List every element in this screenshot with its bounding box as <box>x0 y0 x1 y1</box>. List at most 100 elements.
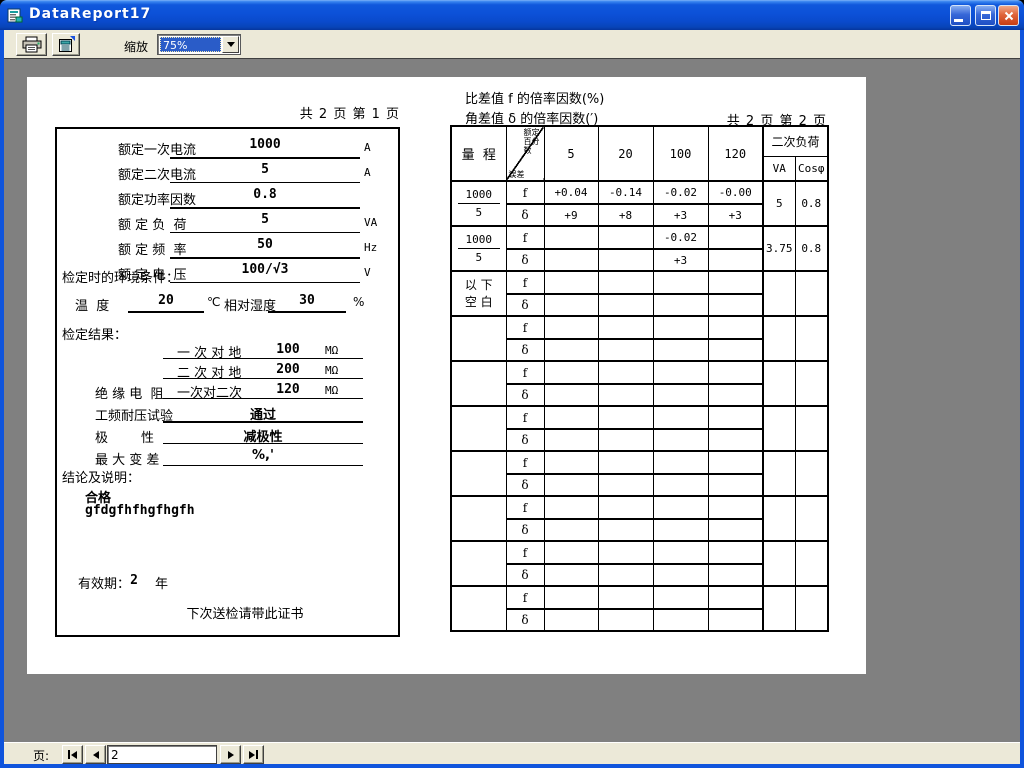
insulation-group: 一 次 对 地 100 MΩ 二 次 对 地 200 MΩ 一次对二次 120 MΩ <box>57 129 398 635</box>
range-cell: 1000 5 <box>450 180 507 227</box>
delta-value-cell <box>543 248 599 272</box>
percent-col-header: 5 <box>543 125 599 182</box>
page-number-input[interactable] <box>107 745 217 764</box>
f-value-cell <box>652 540 709 565</box>
export-icon <box>58 36 75 52</box>
f-row-label: f <box>505 540 545 565</box>
temperature-value: 20 <box>158 293 174 308</box>
delta-value-cell <box>597 473 654 497</box>
field-underline <box>170 182 360 183</box>
range-cell <box>450 450 507 497</box>
rated-field-value: 0.8 <box>253 187 277 202</box>
title-bar[interactable]: DataReport17 <box>0 0 1024 30</box>
cos-cell <box>794 585 829 632</box>
last-page-button[interactable] <box>243 745 264 764</box>
temperature-unit: ℃ <box>207 295 221 309</box>
next-page-icon <box>227 750 234 759</box>
delta-value-cell <box>652 473 709 497</box>
f-value-cell: -0.02 <box>652 180 709 205</box>
f-row-label: f <box>505 360 545 385</box>
zoom-selected-value[interactable]: 75% <box>160 37 221 52</box>
delta-value-cell <box>707 473 764 497</box>
f-value-cell <box>652 360 709 385</box>
cos-cell <box>794 360 829 407</box>
rated-field-value: 5 <box>261 212 269 227</box>
insulation-row-unit: MΩ <box>325 364 339 377</box>
f-value-cell <box>597 270 654 295</box>
conclusion-line: gfdgfhfhgfhgfh <box>85 503 195 518</box>
f-value-cell <box>543 225 599 250</box>
rated-fields-group: 额定一次电流 1000 A 额定二次电流 5 A 额定功率因数 0.8 额 定 负 荷 5 VA 额 … <box>57 129 398 635</box>
delta-value-cell <box>707 338 764 362</box>
maximize-button[interactable] <box>975 5 996 26</box>
insulation-row-label: 一次对二次 <box>177 386 243 401</box>
delta-value-cell <box>543 293 599 317</box>
f-value-cell <box>652 495 709 520</box>
delta-value-cell <box>707 518 764 542</box>
export-button[interactable] <box>52 33 80 56</box>
rated-field-unit: A <box>364 141 371 154</box>
delta-row-label: δ <box>505 428 545 452</box>
delta-value-cell <box>707 293 764 317</box>
va-cell <box>762 585 796 632</box>
delta-value-cell <box>652 428 709 452</box>
f-value-cell <box>652 450 709 475</box>
range-column-header: 量 程 <box>450 125 507 182</box>
va-cell <box>762 450 796 497</box>
delta-value-cell <box>543 428 599 452</box>
delta-value-cell <box>652 608 709 632</box>
cos-cell <box>794 315 829 362</box>
f-value-cell <box>597 405 654 430</box>
f-value-cell <box>707 225 764 250</box>
f-value-cell <box>652 270 709 295</box>
humidity-unit: % <box>353 295 365 309</box>
range-denominator: 5 <box>475 251 483 264</box>
f-row-label: f <box>505 225 545 250</box>
first-page-button[interactable] <box>62 745 83 764</box>
insulation-row-unit: MΩ <box>325 384 339 397</box>
va-cell <box>762 360 796 407</box>
rated-field-value: 1000 <box>249 137 281 152</box>
cos-column-header: Cosφ <box>794 155 829 182</box>
cos-cell: 0.8 <box>794 225 829 272</box>
f-value-cell <box>707 540 764 565</box>
prev-page-icon <box>92 750 99 759</box>
va-cell <box>762 315 796 362</box>
cos-cell <box>794 270 829 317</box>
close-button[interactable] <box>998 5 1019 26</box>
rated-field-unit: V <box>364 266 371 279</box>
insulation-row-value: 200 <box>276 362 300 377</box>
f-value-cell <box>707 450 764 475</box>
previous-page-button[interactable] <box>85 745 106 764</box>
f-value-cell: -0.00 <box>707 180 764 205</box>
field-underline <box>163 443 363 444</box>
delta-value-cell <box>597 383 654 407</box>
cos-cell <box>794 450 829 497</box>
f-value-cell <box>543 495 599 520</box>
field-underline <box>170 207 360 209</box>
calibration-table: 量 程 额定百分数 误差 5 20 100 120 二次负荷 VA Cosφ <box>450 125 830 632</box>
page2-title-line2: 角差值 δ 的倍率因数(′) <box>465 112 599 127</box>
page2-title-line1: 比差值 f 的倍率因数(%) <box>465 92 605 107</box>
zoom-combobox[interactable]: 75% <box>157 34 241 55</box>
range-note: 以 下 空 白 <box>464 277 493 309</box>
delta-row-label: δ <box>505 248 545 272</box>
maximize-icon <box>980 11 991 20</box>
f-value-cell: -0.02 <box>652 225 709 250</box>
field-underline <box>163 398 363 399</box>
delta-value-cell <box>543 608 599 632</box>
print-button[interactable] <box>16 33 47 56</box>
range-cell <box>450 405 507 452</box>
next-page-button[interactable] <box>220 745 241 764</box>
f-row-label: f <box>505 495 545 520</box>
range-cell <box>450 315 507 362</box>
va-cell: 5 <box>762 180 796 227</box>
zoom-dropdown-button[interactable] <box>222 36 239 53</box>
minimize-button[interactable] <box>950 5 971 26</box>
f-row-label: f <box>505 405 545 430</box>
f-value-cell <box>597 360 654 385</box>
range-cell <box>450 585 507 632</box>
delta-value-cell <box>652 293 709 317</box>
cos-cell <box>794 495 829 542</box>
